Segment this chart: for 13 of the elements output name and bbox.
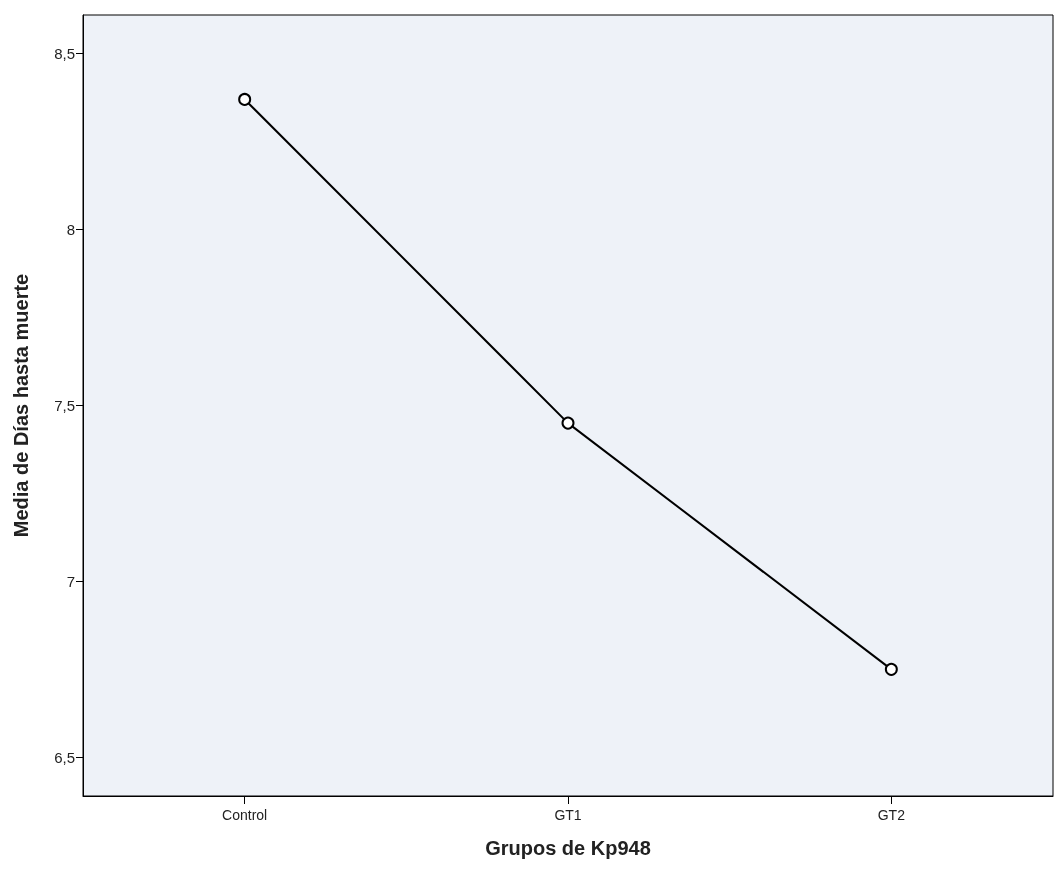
y-tick-label: 8,5 [54, 45, 75, 63]
y-tick-label: 8 [66, 221, 75, 239]
point [561, 416, 575, 430]
x-tick-label: GT1 [554, 807, 582, 823]
y-tick-label: 6,5 [54, 748, 75, 766]
x-axis-title: Grupos de Kp948 [485, 837, 651, 859]
point [238, 92, 252, 106]
y-tick-label: 7,5 [54, 397, 75, 414]
x-tick-label: GT2 [877, 807, 906, 823]
x-tick-label: Control [222, 807, 268, 823]
y-tick-label: 7 [66, 572, 75, 590]
y-axis-title: Media de Días hasta muerte [10, 273, 32, 538]
point [884, 662, 898, 676]
